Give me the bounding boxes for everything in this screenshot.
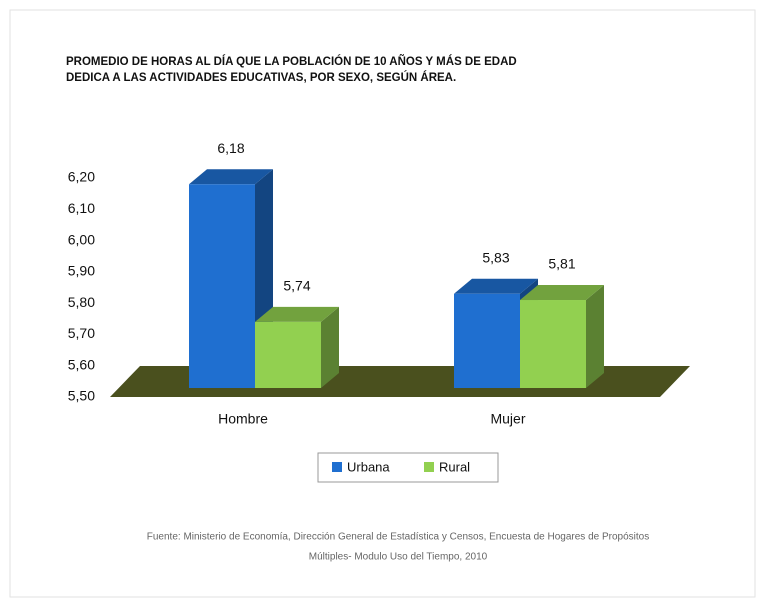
source: Múltiples- Modulo Uso del Tiempo, 2010 [309,552,488,563]
bar-top [520,285,604,301]
bar [454,293,520,388]
x-tick-label: Mujer [490,411,525,427]
legend-label: Rural [439,459,470,474]
value-label: 5,74 [283,278,310,294]
y-tick-label: 5,60 [68,356,95,372]
chart-title: DEDICA A LAS ACTIVIDADES EDUCATIVAS, POR… [66,71,456,84]
y-tick-label: 5,80 [68,294,95,310]
legend-swatch [424,462,434,472]
source: Fuente: Ministerio de Economía, Direcció… [147,532,649,543]
legend [317,452,499,483]
y-tick-label: 5,90 [68,263,95,279]
bar-side [586,285,604,388]
x-tick-label: Hombre [218,411,268,427]
legend-swatch [332,462,342,472]
bar-top [454,278,538,294]
value-label: 5,81 [548,256,575,272]
bar-top [255,306,339,322]
bar [189,184,255,388]
y-tick-label: 5,70 [68,325,95,341]
legend-label: Urbana [347,459,390,474]
bar-top [189,169,273,185]
value-label: 5,83 [482,249,509,265]
y-tick-label: 6,00 [68,231,95,247]
chart-title: PROMEDIO DE HORAS AL DÍA QUE LA POBLACIÓ… [66,55,517,68]
bar-side [321,306,339,388]
bar [255,321,321,388]
frame [9,9,756,598]
y-tick-label: 6,10 [68,200,95,216]
y-tick-label: 5,50 [68,388,95,404]
y-tick-label: 6,20 [68,169,95,185]
value-label: 6,18 [217,140,244,156]
bar [520,300,586,388]
